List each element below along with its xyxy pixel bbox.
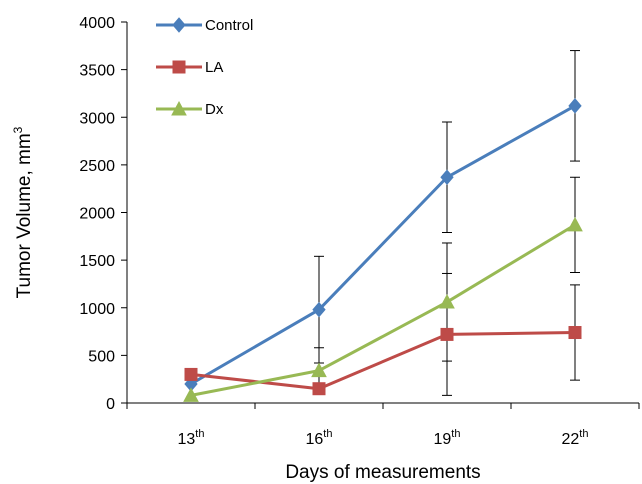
y-tick-label: 500 xyxy=(88,348,115,365)
x-tick-label: 19th xyxy=(434,428,461,448)
data-point-dx xyxy=(311,362,327,378)
legend-marker xyxy=(172,17,186,33)
legend-label-control: Control xyxy=(205,17,253,34)
series-line-control xyxy=(190,104,576,386)
data-point-la xyxy=(184,367,198,381)
y-tick-label: 4000 xyxy=(79,15,115,32)
legend-label-dx: Dx xyxy=(205,101,224,118)
data-point-la xyxy=(312,382,326,396)
data-point-dx xyxy=(183,387,199,402)
y-tick-label: 0 xyxy=(106,396,115,413)
data-point-dx xyxy=(439,293,455,309)
error-bars xyxy=(314,50,580,396)
y-tick-label: 2500 xyxy=(79,158,115,175)
series-line-dx xyxy=(190,223,576,397)
y-tick-label: 1000 xyxy=(79,301,115,318)
y-tick-label: 3000 xyxy=(79,110,115,127)
x-tick-label: 16th xyxy=(306,428,333,448)
x-axis-title: Days of measurements xyxy=(285,462,480,483)
legend-label-la: LA xyxy=(205,59,223,76)
data-point-dx xyxy=(567,216,583,232)
y-tick-label: 2000 xyxy=(79,206,115,223)
x-tick-label: 13th xyxy=(178,428,205,448)
y-tick-label: 3500 xyxy=(79,63,115,80)
chart-axes: 0 500 1000 1500 2000 2500 3000 3500 4000 13th 16th… xyxy=(79,15,640,448)
y-axis-title: Tumor Volume, mm3 xyxy=(11,126,35,298)
data-point-la xyxy=(440,327,454,341)
chart-legend: Control LA Dx xyxy=(156,17,253,118)
legend-marker xyxy=(171,100,187,116)
y-tick-label: 1500 xyxy=(79,253,115,270)
data-point-control xyxy=(568,98,582,114)
data-point-control xyxy=(440,169,454,186)
data-series xyxy=(183,98,583,402)
data-point-control xyxy=(312,301,326,318)
x-tick-label: 22th xyxy=(562,428,589,448)
series-line-la xyxy=(190,331,576,391)
legend-marker xyxy=(172,60,186,74)
data-point-la xyxy=(568,326,582,340)
